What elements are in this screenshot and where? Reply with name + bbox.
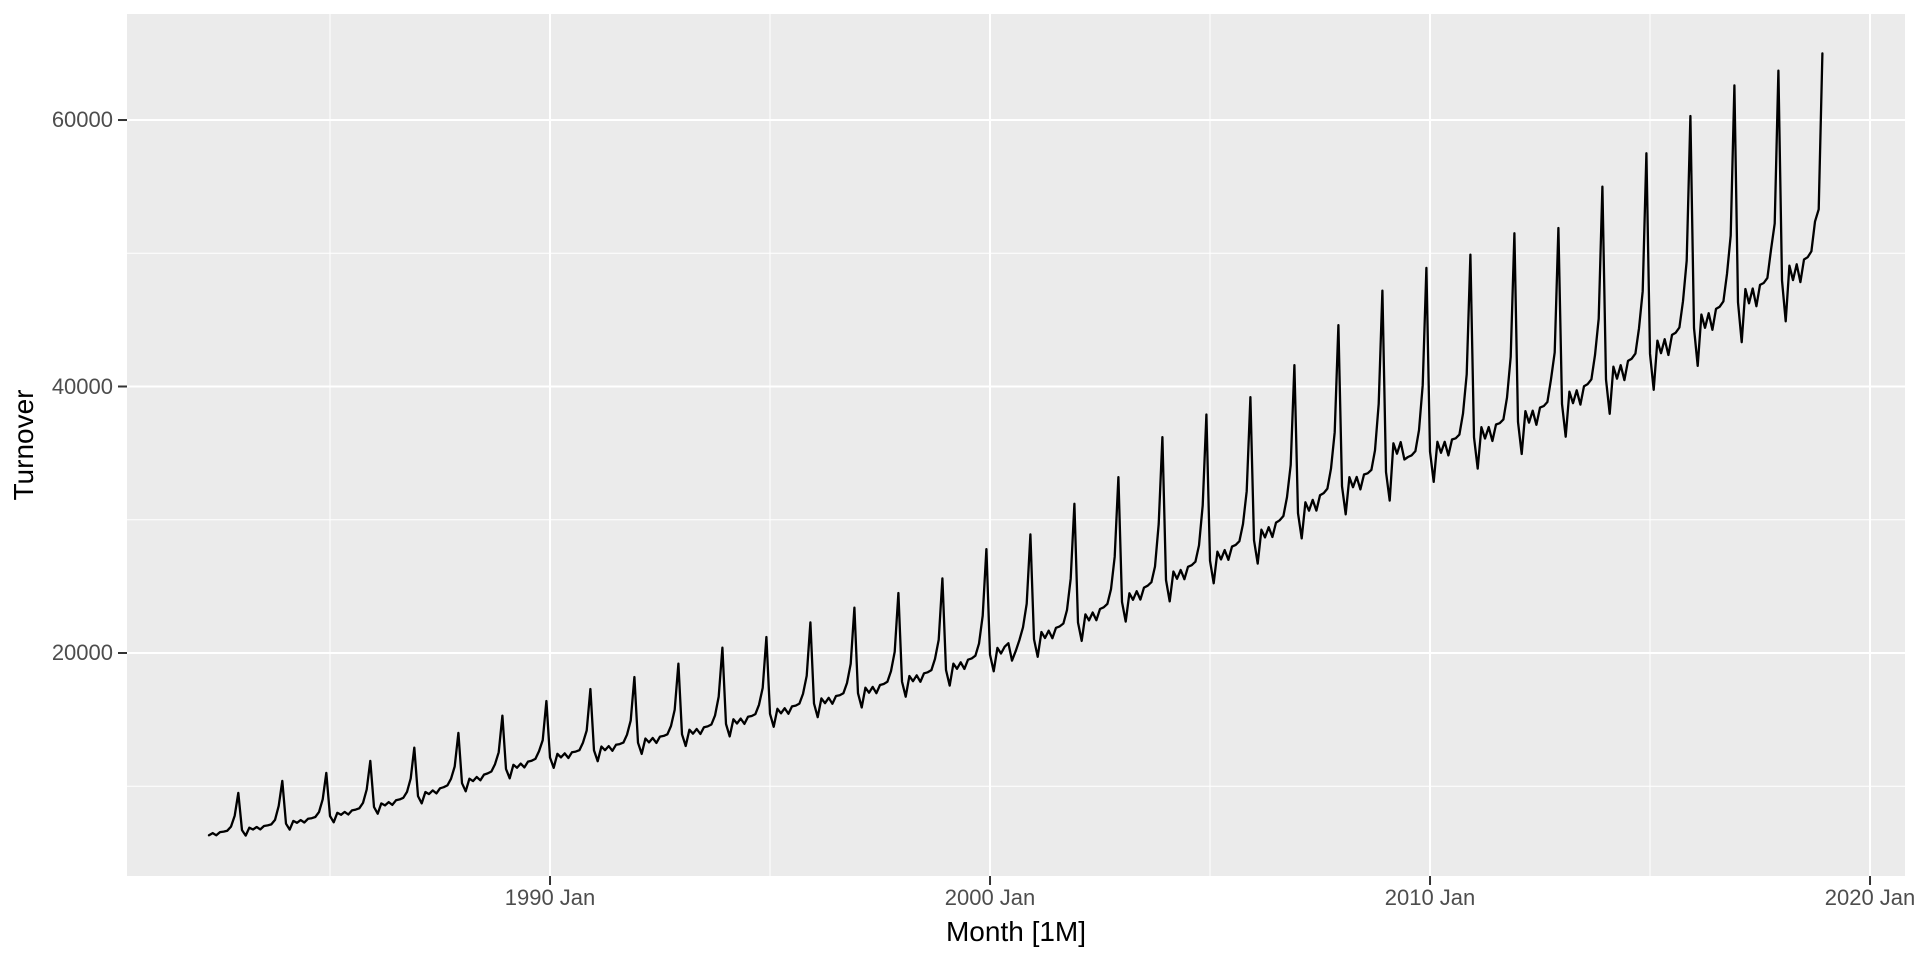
panel-background xyxy=(127,14,1905,876)
y-tick-label: 20000 xyxy=(51,640,113,665)
y-tick-label: 40000 xyxy=(51,373,113,399)
x-tick-label: 1990 Jan xyxy=(504,885,596,910)
x-tick-label: 2000 Jan xyxy=(944,885,1036,910)
x-tick-label: 2020 Jan xyxy=(1824,885,1916,910)
y-axis-title: Turnover xyxy=(8,389,39,501)
y-tick-label: 60000 xyxy=(51,107,113,133)
turnover-series-line xyxy=(207,52,1824,837)
x-axis-title: Month [1M] xyxy=(945,916,1087,947)
x-tick-label: 2010 Jan xyxy=(1384,885,1476,910)
